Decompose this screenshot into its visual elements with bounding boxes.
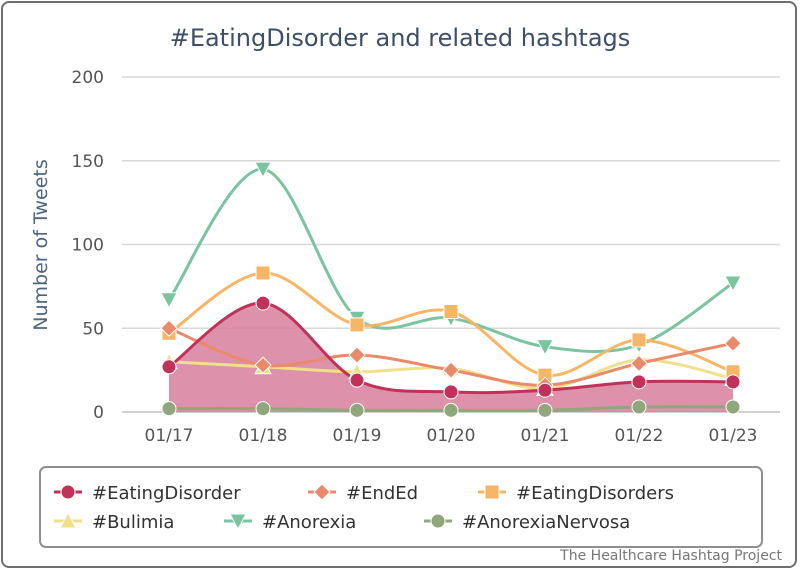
data-point [255,401,271,417]
data-point [537,402,553,418]
y-axis-ticks: 0 50 100 150 200 [72,68,104,423]
data-point [442,361,460,379]
data-point [160,319,178,337]
data-point [443,402,459,418]
y-tick-label: 0 [93,403,104,423]
legend-label: #EatingDisorder [92,483,241,504]
series-area [169,303,733,412]
data-point [537,382,553,398]
data-point [724,275,742,293]
y-tick-label: 200 [72,68,104,88]
legend-item[interactable]: #EatingDisorder [54,483,241,504]
data-point [348,346,366,364]
legend-marker [484,484,500,500]
data-point [161,401,177,417]
y-axis-label: Number of Tweets [30,159,52,330]
legend-item[interactable]: #EatingDisorders [478,483,674,504]
legend-marker [313,483,331,501]
plot-area [160,161,742,418]
data-point [630,354,648,373]
legend-label: #AnorexiaNervosa [462,512,630,533]
legend-marker [430,513,446,529]
data-point [724,334,742,353]
data-point [255,295,271,311]
x-tick-label: 01/20 [427,426,476,446]
data-point [254,161,272,179]
legend-marker [229,513,247,531]
legend-item[interactable]: #EndEd [308,483,418,504]
data-point [631,399,647,415]
legend-label: #Anorexia [262,512,356,533]
data-point [254,356,272,374]
data-point [349,372,365,388]
data-point [349,317,365,333]
credit-text[interactable]: The Healthcare Hashtag Project [559,548,782,564]
x-tick-label: 01/18 [239,426,288,446]
y-tick-label: 150 [72,152,104,172]
data-point [349,402,365,418]
y-tick-label: 100 [72,236,104,256]
x-tick-label: 01/23 [709,426,758,446]
x-tick-label: 01/19 [333,426,382,446]
legend-item[interactable]: #Bulimia [54,511,174,533]
y-tick-label: 50 [82,319,104,339]
data-point [631,332,647,348]
legend-label: #EndEd [346,483,418,504]
data-point [631,374,647,390]
x-axis-ticks: 01/17 01/18 01/19 01/20 01/21 01/22 01/23 [145,426,758,446]
data-point [725,374,741,390]
legend-label: #EatingDisorders [516,483,674,504]
x-tick-label: 01/22 [615,426,664,446]
data-point [536,339,554,356]
legend-label: #Bulimia [92,512,174,533]
legend-marker [60,484,76,500]
x-tick-label: 01/21 [521,426,570,446]
data-point [443,384,459,400]
legend: #EatingDisorder #EndEd #EatingDisorders #Bu… [54,483,674,533]
data-point [443,304,459,319]
legend-box [39,466,763,548]
chart-title: #EatingDisorder and related hashtags [170,24,631,52]
data-point [160,292,178,309]
data-point [255,265,271,281]
legend-item[interactable]: #Anorexia [224,512,356,533]
legend-marker [59,511,77,529]
data-point [161,359,177,375]
legend-item[interactable]: #AnorexiaNervosa [424,512,630,533]
x-tick-label: 01/17 [145,426,194,446]
data-point [725,399,741,415]
